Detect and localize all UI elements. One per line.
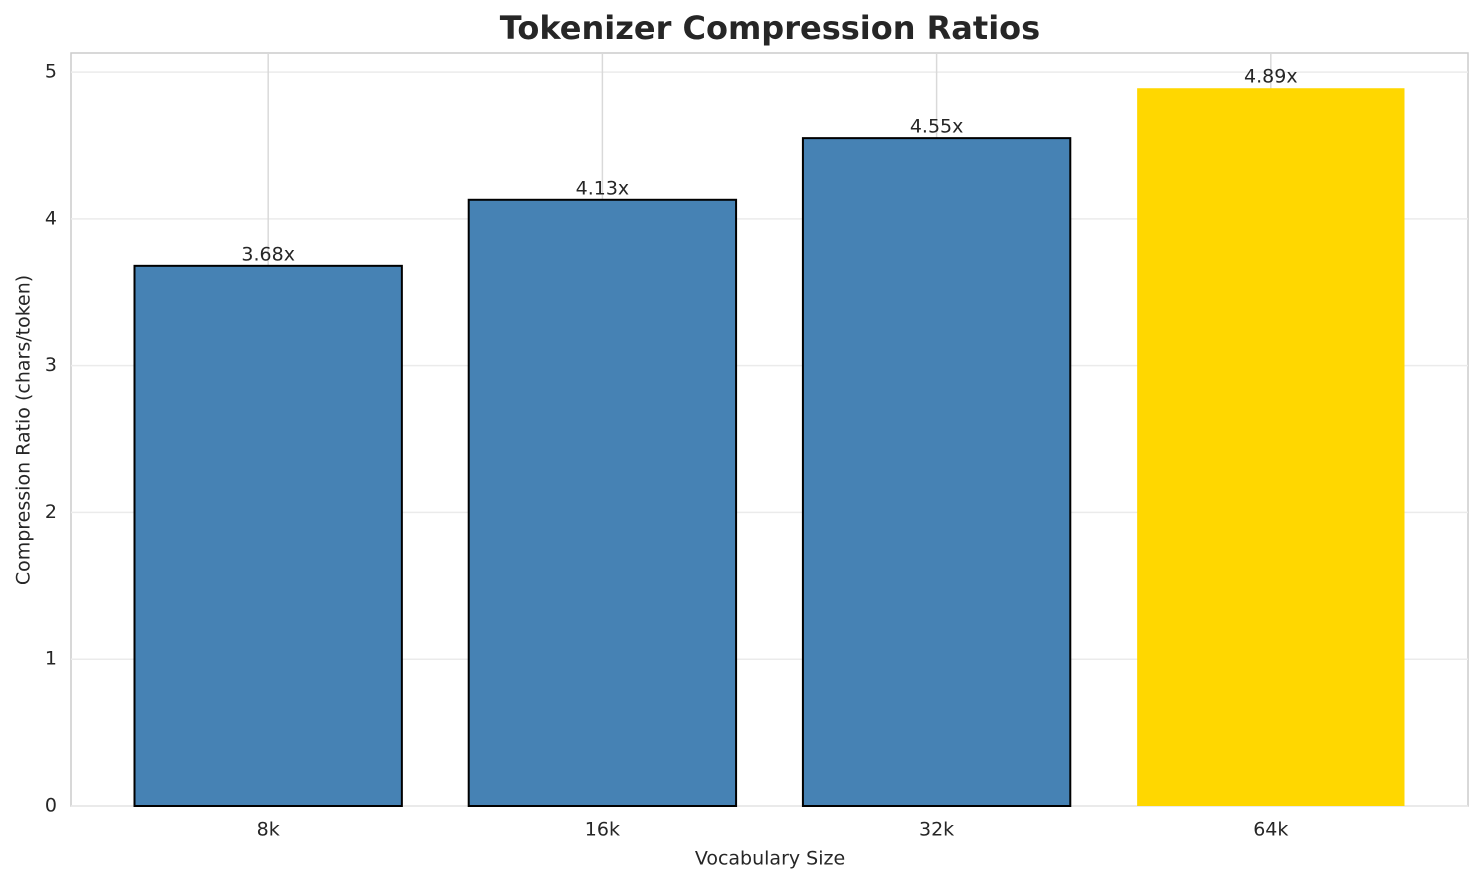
x-axis-label: Vocabulary Size bbox=[695, 848, 845, 870]
y-tick-label: 5 bbox=[45, 61, 57, 83]
x-tick-label: 64k bbox=[1253, 819, 1288, 841]
x-tick-label: 8k bbox=[257, 819, 280, 841]
y-tick-label: 2 bbox=[45, 501, 57, 523]
y-axis-label: Compression Ratio (chars/token) bbox=[13, 275, 35, 585]
bar bbox=[133, 264, 403, 807]
x-tick-label: 32k bbox=[919, 819, 954, 841]
y-tick-label: 3 bbox=[45, 354, 57, 376]
bar bbox=[467, 198, 738, 807]
value-label: 4.13x bbox=[576, 177, 630, 199]
chart-title: Tokenizer Compression Ratios bbox=[500, 9, 1040, 47]
bar bbox=[801, 137, 1072, 807]
value-label: 4.55x bbox=[910, 116, 964, 138]
bar bbox=[1137, 88, 1405, 806]
x-tick-label: 16k bbox=[585, 819, 620, 841]
value-label: 4.89x bbox=[1244, 66, 1298, 88]
value-label: 3.68x bbox=[241, 243, 295, 265]
y-tick-label: 0 bbox=[45, 795, 57, 817]
y-tick-label: 1 bbox=[45, 648, 57, 670]
y-tick-label: 4 bbox=[45, 207, 57, 229]
